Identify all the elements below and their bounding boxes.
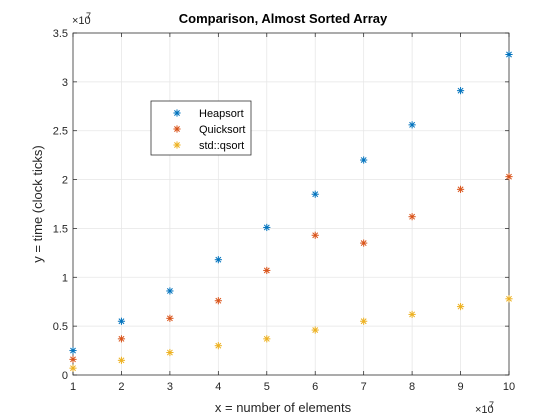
data-point (214, 342, 222, 350)
legend-entry: Heapsort (199, 108, 244, 120)
data-point (69, 346, 77, 355)
data-point (117, 317, 126, 325)
data-point (69, 364, 77, 372)
legend-entry: Quicksort (199, 124, 245, 136)
series-2 (69, 295, 513, 372)
data-point (166, 287, 174, 295)
x-multiplier-exponent: 7 (489, 400, 494, 410)
data-point (408, 310, 416, 319)
data-point (311, 190, 319, 198)
y-axis-ticks: 0 0.5 1 1.5 2 2.5 3 3.5 (53, 28, 509, 382)
data-point (408, 121, 416, 129)
data-point (360, 317, 368, 325)
data-point (214, 256, 222, 264)
data-point (69, 355, 77, 363)
legend-entry: std::qsort (199, 140, 244, 152)
x-axis-label: x = number of elements (215, 400, 352, 415)
x-axis-ticks: 1 2 3 4 5 6 7 8 9 10 (70, 33, 515, 393)
series-1 (69, 173, 513, 363)
x-axis-multiplier: ×10 7 (475, 400, 494, 416)
x-tick-label: 5 (264, 381, 270, 393)
data-points (69, 50, 513, 372)
y-axis-multiplier: ×10 7 (72, 11, 91, 27)
data-point (311, 326, 319, 334)
data-point (214, 297, 222, 305)
y-tick-label: 3 (62, 77, 68, 89)
x-tick-label: 7 (361, 381, 367, 393)
x-tick-label: 6 (312, 381, 318, 393)
series-0 (69, 50, 513, 355)
data-point (456, 185, 465, 193)
legend-marker (173, 141, 181, 149)
data-point (263, 223, 271, 232)
data-point (117, 335, 126, 343)
legend-marker (173, 109, 181, 117)
data-point (360, 156, 368, 164)
data-point (117, 356, 126, 364)
legend-marker (173, 125, 181, 133)
y-axis-label: y = time (clock ticks) (30, 145, 45, 262)
y-tick-label: 0.5 (53, 321, 68, 333)
data-point (311, 231, 319, 239)
y-multiplier-exponent: 7 (86, 11, 91, 21)
axes-box (72, 32, 510, 376)
y-tick-label: 1 (62, 272, 68, 284)
legend-box (150, 100, 252, 156)
x-tick-label: 1 (70, 381, 76, 393)
data-point (166, 314, 174, 322)
chart-title: Comparison, Almost Sorted Array (179, 11, 388, 26)
x-tick-label: 10 (503, 381, 515, 393)
data-point (408, 213, 416, 221)
y-tick-label: 2 (62, 175, 68, 187)
y-tick-label: 2.5 (53, 126, 68, 138)
data-point (456, 303, 465, 311)
y-tick-label: 0 (62, 370, 68, 382)
data-point (360, 239, 368, 247)
x-multiplier-base: ×10 (475, 404, 494, 416)
x-tick-label: 3 (167, 381, 173, 393)
data-point (263, 335, 271, 343)
plot-area (73, 33, 509, 375)
x-tick-label: 2 (118, 381, 124, 393)
data-point (166, 348, 174, 357)
data-point (263, 266, 271, 275)
data-point (505, 50, 513, 59)
y-tick-label: 1.5 (53, 223, 68, 235)
data-point (505, 295, 513, 303)
x-tick-label: 4 (215, 381, 221, 393)
axes (72, 32, 510, 376)
x-tick-label: 9 (457, 381, 463, 393)
data-point (505, 173, 513, 181)
x-tick-label: 8 (409, 381, 415, 393)
y-multiplier-base: ×10 (72, 15, 91, 27)
y-tick-label: 3.5 (53, 28, 68, 40)
data-point (456, 87, 465, 95)
